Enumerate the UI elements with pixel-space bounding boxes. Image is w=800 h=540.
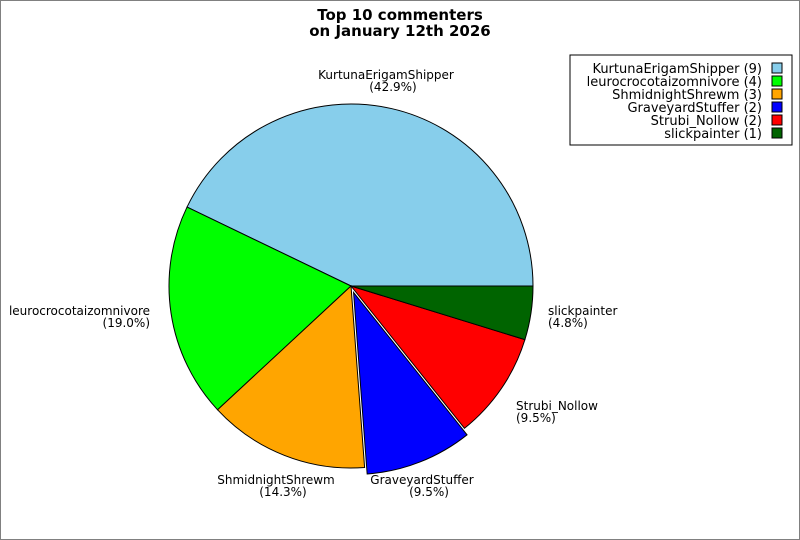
slice-labels: KurtunaErigamShipper(42.9%) leurocrocotai…	[9, 68, 618, 499]
pie-slice-kurtunaerigamshipper	[186, 103, 534, 287]
chart-title-line-1: Top 10 commenters	[317, 6, 483, 24]
legend-swatch-strubi-nollow	[771, 114, 783, 126]
pie-slice-slickpainter	[350, 285, 534, 341]
slice-percent-slickpainter: (4.8%)	[548, 316, 588, 330]
legend: KurtunaErigamShipper (9)leurocrocotaizom…	[569, 54, 793, 146]
legend-label-graveyardstuffer: GraveyardStuffer (2)	[627, 101, 762, 116]
legend-swatch-leurocrocotaizomnivore	[771, 75, 783, 87]
legend-box	[569, 54, 793, 146]
pie-slices	[168, 103, 534, 475]
legend-swatch-graveyardstuffer	[771, 101, 783, 113]
slice-label-strubi-nollow: Strubi_Nollow	[516, 399, 598, 413]
slice-percent-shmidnightshrewm: (14.3%)	[259, 485, 306, 499]
legend-label-leurocrocotaizomnivore: leurocrocotaizomnivore (4)	[587, 75, 762, 90]
slice-label-kurtunaerigamshipper: KurtunaErigamShipper	[318, 68, 454, 82]
pie-slice-graveyardstuffer	[352, 290, 468, 475]
legend-label-kurtunaerigamshipper: KurtunaErigamShipper (9)	[592, 62, 762, 77]
slice-percent-leurocrocotaizomnivore: (19.0%)	[103, 316, 150, 330]
slice-percent-graveyardstuffer: (9.5%)	[409, 485, 449, 499]
slice-label-leurocrocotaizomnivore: leurocrocotaizomnivore	[9, 304, 150, 318]
pie-slice-strubi-nollow	[349, 285, 526, 429]
slice-label-graveyardstuffer: GraveyardStuffer	[370, 473, 473, 487]
legend-label-shmidnightshrewm: ShmidnightShrewm (3)	[612, 88, 762, 103]
pie-slice-shmidnightshrewm	[216, 284, 366, 469]
slice-label-shmidnightshrewm: ShmidnightShrewm	[217, 473, 335, 487]
slice-label-slickpainter: slickpainter	[548, 304, 617, 318]
legend-swatch-slickpainter	[771, 127, 783, 139]
slice-percent-strubi-nollow: (9.5%)	[516, 411, 556, 425]
pie-slice-leurocrocotaizomnivore	[168, 206, 352, 411]
slice-percent-kurtunaerigamshipper: (42.9%)	[369, 80, 416, 94]
legend-swatch-shmidnightshrewm	[771, 88, 783, 100]
chart-title-line-2: on January 12th 2026	[309, 22, 490, 40]
legend-label-slickpainter: slickpainter (1)	[664, 127, 762, 142]
legend-label-strubi-nollow: Strubi_Nollow (2)	[651, 114, 762, 129]
legend-swatch-kurtunaerigamshipper	[771, 62, 783, 74]
